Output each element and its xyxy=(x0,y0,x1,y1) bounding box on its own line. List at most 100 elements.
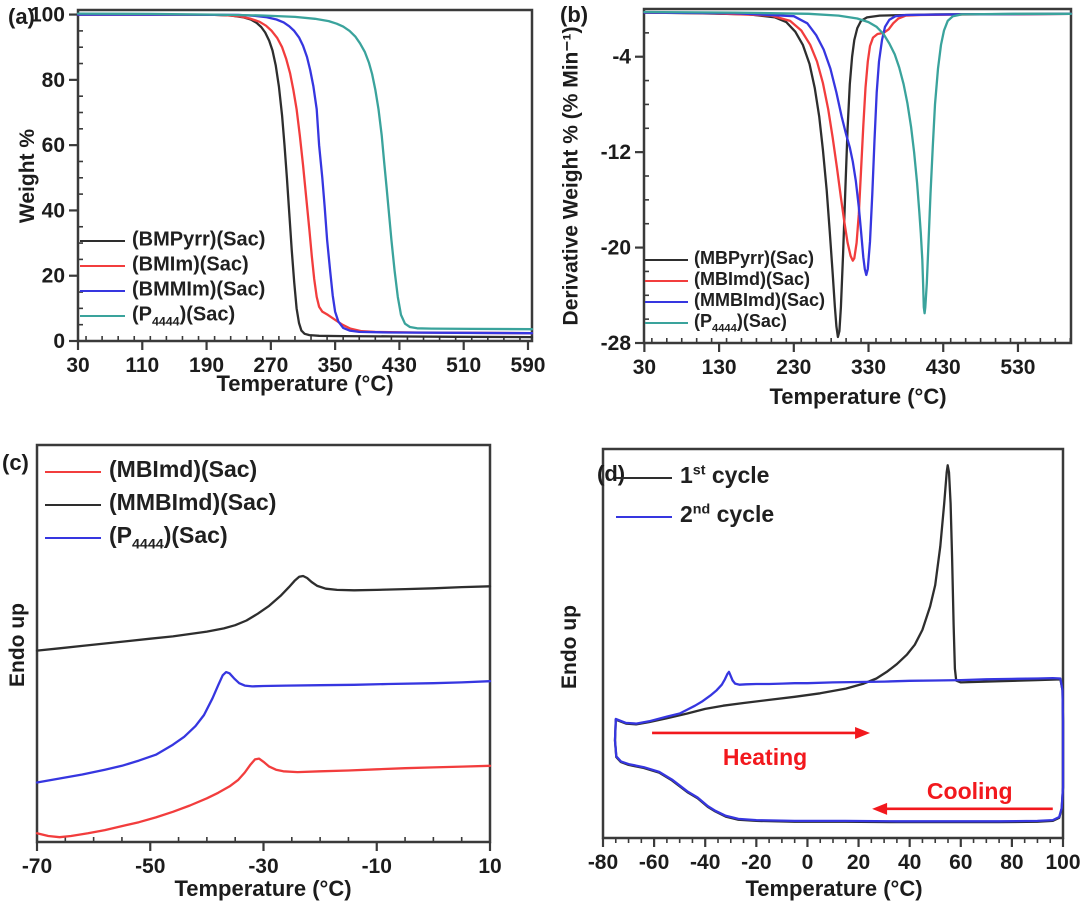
y-tick-label: 20 xyxy=(42,265,65,288)
series-a xyxy=(76,12,534,339)
annotation-arrowhead xyxy=(855,726,871,739)
series-b xyxy=(643,10,1073,339)
legend-line-swatch xyxy=(45,470,101,473)
x-tick-label: 40 xyxy=(898,851,921,874)
legend-item: (BMPyrr)(Sac) xyxy=(80,229,265,252)
legend-line-swatch xyxy=(616,476,672,479)
curve--mmbimd-sac- xyxy=(643,11,1073,277)
curve--mbimd-sac- xyxy=(35,757,492,839)
curve--p4444-sac- xyxy=(76,12,534,331)
legend-panel-c: (MBImd)(Sac) (MMBImd)(Sac) (P4444)(Sac) xyxy=(45,456,276,553)
plot-frame-a xyxy=(76,8,534,343)
curve--bmmim-sac- xyxy=(76,13,534,335)
x-tick-label: 100 xyxy=(1045,851,1080,874)
y-tick-label: -28 xyxy=(601,332,632,355)
annotation-text: Heating xyxy=(723,744,807,770)
x-tick-label: 20 xyxy=(847,851,870,874)
axis-ticks-d: -80 -60 -40 -20 0 20 40 60 80 100 xyxy=(588,838,1080,874)
series-c xyxy=(35,574,492,839)
x-tick-label: 110 xyxy=(125,354,159,377)
y-axis-label-d: Endo up xyxy=(558,605,581,689)
legend-item: (MMBImd)(Sac) xyxy=(45,489,276,518)
legend-item: (MBImd)(Sac) xyxy=(45,456,276,485)
x-tick-label: 30 xyxy=(66,354,89,377)
x-tick-label: -20 xyxy=(741,851,771,874)
y-tick-label: -20 xyxy=(601,237,631,260)
legend-line-swatch xyxy=(45,536,101,539)
x-tick-label: 230 xyxy=(776,356,811,379)
x-tick-label: 510 xyxy=(446,354,481,377)
legend-panel-d: 1st cycle 2nd cycle xyxy=(616,462,774,530)
x-axis-label-b: Temperature (°C) xyxy=(769,384,947,409)
annotation-text: Cooling xyxy=(927,778,1013,804)
curve-2nd-cycle xyxy=(613,670,1065,823)
legend-line-swatch xyxy=(616,515,672,518)
x-tick-label: 350 xyxy=(318,354,353,377)
x-tick-label: -50 xyxy=(135,855,165,878)
x-tick-label: 10 xyxy=(478,855,501,878)
x-tick-label: 430 xyxy=(926,356,961,379)
panel-label-a: (a) xyxy=(8,4,35,29)
y-tick-label: 60 xyxy=(42,134,65,157)
legend-line-swatch xyxy=(80,289,125,292)
x-tick-label: -30 xyxy=(248,855,278,878)
curve--mbimd-sac- xyxy=(643,11,1073,262)
axis-ticks-a: 30 110 190 270 350 430 510 590 0 20 40 60 80 100 xyxy=(30,4,546,377)
x-tick-label: -70 xyxy=(22,855,52,878)
y-axis-label-b: Derivative Weight % (% Min⁻¹) xyxy=(559,26,583,326)
legend-item: (MBImd)(Sac) xyxy=(645,269,825,291)
x-tick-label: 190 xyxy=(189,354,224,377)
legend-line-swatch xyxy=(645,300,688,303)
panel-b: 30 130 230 330 430 530 -4 -12 -20 -28 xyxy=(601,7,1073,379)
x-axis-label-c: Temperature (°C) xyxy=(174,876,352,901)
x-tick-label: 330 xyxy=(851,356,886,379)
x-tick-label: -10 xyxy=(362,855,392,878)
legend-item: (P4444)(Sac) xyxy=(645,311,825,334)
x-tick-label: -40 xyxy=(690,851,720,874)
x-tick-label: -60 xyxy=(639,851,669,874)
curve--p4444-sac- xyxy=(643,10,1073,315)
y-tick-label: -4 xyxy=(612,46,631,69)
x-axis-label-d: Temperature (°C) xyxy=(745,876,923,901)
y-tick-label: 80 xyxy=(42,69,65,92)
y-axis-label-a: Weight % xyxy=(16,128,39,224)
series-d xyxy=(613,464,1065,824)
axis-ticks-b: 30 130 230 330 430 530 -4 -12 -20 -28 xyxy=(601,8,1072,379)
legend-item: 1st cycle xyxy=(616,462,774,491)
x-tick-label: 60 xyxy=(949,851,972,874)
curve--bmim-sac- xyxy=(76,13,534,335)
x-tick-label: 130 xyxy=(702,356,737,379)
x-tick-label: 430 xyxy=(382,354,417,377)
y-tick-label: -12 xyxy=(601,141,631,164)
annotation-arrowhead xyxy=(872,802,888,815)
x-tick-label: 80 xyxy=(1000,851,1023,874)
curve--p4444-sac- xyxy=(35,670,492,784)
legend-line-swatch xyxy=(80,264,125,267)
x-tick-label: 530 xyxy=(1000,356,1035,379)
legend-line-swatch xyxy=(45,503,101,506)
legend-item: 2nd cycle xyxy=(616,501,774,530)
legend-item: (MMBImd)(Sac) xyxy=(645,290,825,312)
x-tick-label: 590 xyxy=(510,354,545,377)
legend-line-swatch xyxy=(645,279,688,282)
axis-ticks-c: -70 -50 -30 -10 10 xyxy=(22,837,502,878)
x-tick-label: -80 xyxy=(588,851,618,874)
legend-item: (P4444)(Sac) xyxy=(80,304,265,329)
legend-panel-a: (BMPyrr)(Sac) (BMIm)(Sac) (BMMIm)(Sac) (… xyxy=(80,229,265,329)
panel-a: 30 110 190 270 350 430 510 590 0 20 40 60 80 100 xyxy=(30,4,546,377)
y-axis-label-c: Endo up xyxy=(6,603,29,687)
x-tick-label: 270 xyxy=(253,354,288,377)
legend-item: (MBPyrr)(Sac) xyxy=(645,248,825,270)
x-tick-label: 0 xyxy=(802,851,814,874)
y-tick-label: 0 xyxy=(53,330,65,353)
legend-item: (BMMIm)(Sac) xyxy=(80,279,265,302)
y-tick-label: 40 xyxy=(42,199,65,222)
legend-line-swatch xyxy=(645,321,688,324)
x-axis-label-a: Temperature (°C) xyxy=(216,371,394,396)
panel-c: -70 -50 -30 -10 10 xyxy=(22,443,502,878)
legend-panel-b: (MBPyrr)(Sac) (MBImd)(Sac) (MMBImd)(Sac)… xyxy=(645,248,825,334)
legend-line-swatch xyxy=(80,314,125,317)
panel-label-b: (b) xyxy=(560,2,589,27)
